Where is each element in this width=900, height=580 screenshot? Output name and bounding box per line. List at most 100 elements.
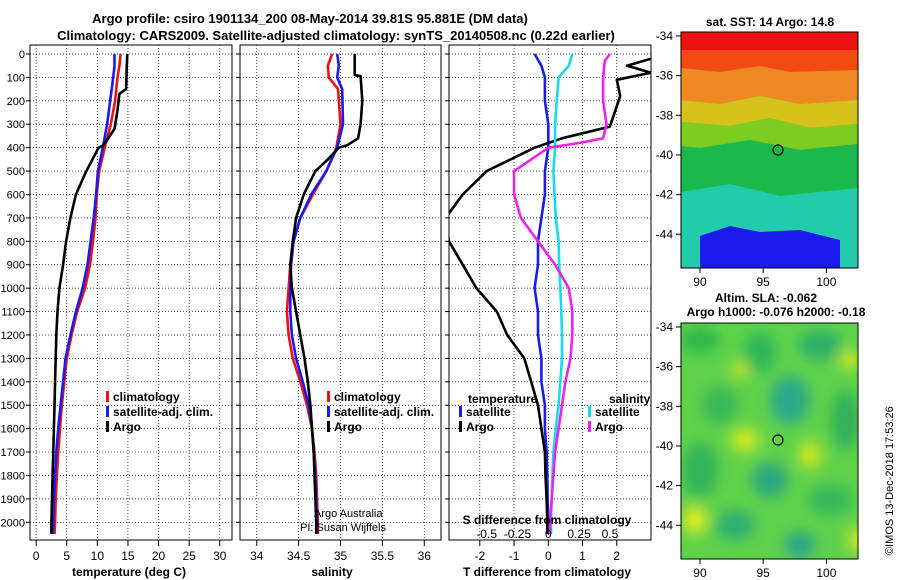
x-tick-label: 0 [33, 549, 40, 563]
salinity-series [285, 53, 364, 534]
map-y-tick-label: -36 [656, 360, 674, 374]
top-axis-tick-label: -0.5 [476, 527, 497, 541]
legend-title-temperature: temperature [468, 392, 538, 406]
map-y-tick-label: -44 [656, 518, 674, 532]
difference-panel [448, 44, 652, 541]
map-x-tick-label: 95 [756, 275, 770, 289]
legend-label-argo: Argo [113, 420, 141, 434]
map-y-tick-label: -42 [656, 479, 674, 493]
x-tick-label: 2 [613, 549, 620, 563]
x-tick-label: 15 [121, 549, 135, 563]
y-tick-label: 1400 [1, 377, 25, 389]
x-tick-label: -1 [509, 549, 520, 563]
x-tick-label: 36 [418, 549, 432, 563]
sst-band-green [681, 140, 858, 196]
y-tick-label: 1500 [1, 400, 25, 412]
x-tick-label: 34 [250, 549, 264, 563]
differences-series [449, 53, 651, 534]
series-line-temperature-argo [449, 57, 651, 534]
sst-band-orange-red [681, 50, 858, 72]
xlabel-salinity: salinity [311, 565, 353, 579]
series-line-salinity-satellite [549, 53, 574, 534]
map-x-tick-label: 100 [816, 275, 836, 289]
figure-title: Argo profile: csiro 1901134_200 08-May-2… [92, 11, 528, 26]
sla-anomaly-field [681, 326, 858, 559]
map-x-tick-label: 90 [693, 275, 707, 289]
top-axis-tick-label: 0.25 [567, 527, 591, 541]
y-tick-label: 1700 [1, 447, 25, 459]
y-tick-label: 800 [7, 236, 25, 248]
legend-swatch-climatology [106, 391, 109, 402]
xlabel-temperature: temperature (deg C) [72, 565, 186, 579]
legend-swatch-temp-satellite [459, 406, 462, 417]
y-tick-label: 100 [7, 72, 25, 84]
sla-map-subtitle: Argo h1000: -0.076 h2000: -0.18 [687, 305, 866, 319]
legend-swatch-satellite [327, 406, 330, 417]
y-tick-label: 500 [7, 166, 25, 178]
sla-map-frame [680, 322, 859, 560]
x-tick-label: 5 [63, 549, 70, 563]
map-y-tick-label: -38 [656, 399, 674, 413]
legend-swatch-temp-argo [459, 421, 462, 432]
y-tick-label: 2000 [1, 517, 25, 529]
map-x-tick-label: 95 [756, 566, 770, 580]
series-line-satellite-adj-clim- [51, 54, 116, 535]
x-tick-label: 1 [579, 549, 586, 563]
y-tick-label: 1000 [1, 283, 25, 295]
series-line-temperature-satellite [533, 53, 550, 534]
legend-label-climatology: climatology [113, 390, 180, 404]
credit-pi: PI: Susan Wijffels [300, 522, 386, 534]
y-tick-label: 1200 [1, 330, 25, 342]
temperature-panel [29, 44, 233, 541]
sst-band-red [681, 32, 858, 50]
y-tick-label: 400 [7, 143, 25, 155]
legend-label-satellite: satellite-adj. clim. [113, 405, 213, 419]
sst-band-lightgreen [681, 118, 858, 150]
temperature-legend: climatology satellite-adj. clim. Argo [106, 390, 213, 434]
legend-swatch-satellite [106, 406, 109, 417]
top-axis-tick-label: 0.5 [602, 527, 619, 541]
legend-title-salinity: salinity [609, 392, 651, 406]
y-tick-label: 600 [7, 189, 25, 201]
legend-swatch-climatology [327, 391, 330, 402]
legend-swatch-sal-argo [588, 421, 591, 432]
map-y-tick-label: -42 [656, 188, 674, 202]
temperature-series [50, 53, 129, 535]
map-x-tick-label: 90 [693, 566, 707, 580]
series-line-salinity-argo [512, 53, 611, 534]
map-y-tick-label: -38 [656, 108, 674, 122]
difference-legend: temperature satellite Argo salinity sate… [459, 392, 651, 434]
y-tick-label: 1300 [1, 353, 25, 365]
sst-map-title: sat. SST: 14 Argo: 14.8 [706, 15, 835, 29]
argo-position-marker [772, 144, 784, 156]
credit-institution: Argo Australia [314, 508, 383, 520]
top-axis-tick-label: -0.25 [504, 527, 532, 541]
y-tick-label: 0 [19, 49, 25, 61]
x-tick-label: 35 [334, 549, 348, 563]
legend-swatch-argo [106, 421, 109, 432]
argo-position-marker [772, 434, 784, 446]
map-y-tick-label: -40 [656, 148, 674, 162]
legend-label-temp-argo: Argo [466, 420, 494, 434]
footer-credit: ©IMOS 13-Dec-2018 17:53:26 [884, 406, 896, 555]
legend-label-temp-satellite: satellite [466, 405, 511, 419]
legend-label-climatology: climatology [334, 390, 401, 404]
legend-label-sal-satellite: satellite [595, 405, 640, 419]
y-tick-label: 300 [7, 119, 25, 131]
y-tick-label: 1900 [1, 494, 25, 506]
y-tick-label: 1600 [1, 424, 25, 436]
x-tick-label: 20 [152, 549, 166, 563]
map-y-tick-label: -40 [656, 439, 674, 453]
x-tick-label: 10 [91, 549, 105, 563]
sst-map-frame [680, 31, 859, 269]
y-tick-label: 1800 [1, 470, 25, 482]
x-tick-label: 25 [182, 549, 196, 563]
y-tick-label: 700 [7, 213, 25, 225]
legend-label-sal-argo: Argo [595, 420, 623, 434]
x-tick-label: 30 [213, 549, 227, 563]
x-tick-label: -2 [474, 549, 485, 563]
sst-band-orange [681, 66, 858, 104]
map-y-tick-label: -34 [656, 29, 674, 43]
series-line-climatology [53, 53, 122, 535]
